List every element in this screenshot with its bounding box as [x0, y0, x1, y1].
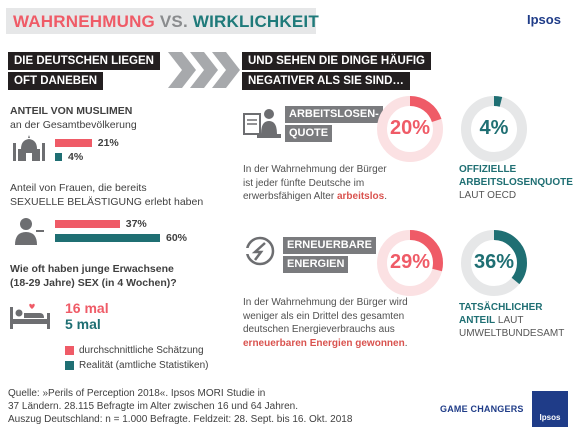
q3-label-line1: Wie oft haben junge Erwachsene [10, 263, 174, 275]
q2-label-line1: Anteil von Frauen, die bereits [10, 182, 147, 194]
q1-estimate-bar [55, 139, 92, 147]
topic2-label-line2: ENERGIEN [283, 256, 349, 273]
q1-label: ANTEIL VON MUSLIMEN an der Gesamtbevölke… [10, 105, 137, 132]
topic2-estimate-donut [377, 230, 443, 296]
title-part-vs: VS. [154, 12, 193, 31]
donut-arc-estimate [377, 230, 443, 296]
left-heading: DIE DEUTSCHEN LIEGEN OFT DANEBEN [8, 52, 160, 90]
topic1-actual-caption: OFFIZIELLE ARBEITSLOSENQUOTE LAUT OECD [459, 163, 573, 202]
q2-label: Anteil von Frauen, die bereits SEXUELLE … [10, 182, 203, 209]
renewable-energy-icon [243, 236, 275, 266]
topic2-description: In der Wahrnehmung der Bürger wird wenig… [243, 296, 443, 350]
topic2-desc-line1: In der Wahrnehmung der Bürger wird [243, 297, 408, 308]
topic1-caption-line1: OFFIZIELLE [459, 164, 517, 175]
topic2-label: ERNEUERBARE ENERGIEN [283, 235, 376, 273]
q2-label-line2: SEXUELLE BELÄSTIGUNG erlebt haben [10, 195, 204, 208]
topic1-desc-line3-text: erwerbsfähigen Alter [243, 191, 337, 202]
left-heading-line2: OFT DANEBEN [8, 72, 104, 90]
topic2-desc-line4: erneuerbaren Energien gewonnen. [243, 337, 443, 351]
topic2-desc-line3: deutschen Energieverbrauchs aus [243, 324, 395, 335]
topic1-actual-value: 4% [479, 117, 509, 139]
topic2-caption-line2-bold: ANTEIL [459, 315, 496, 326]
q2-estimate-value: 37% [125, 218, 147, 230]
q1-actual-bar [55, 153, 62, 161]
topic1-desc-line2: ist jeder fünfte Deutsche im [243, 177, 365, 189]
q3-actual-value: 5 mal [65, 316, 101, 332]
legend-swatch-estimate [65, 346, 74, 355]
legend: durchschnittliche Schätzung Realität (am… [65, 344, 209, 372]
topic2-estimate-value: 29% [389, 251, 431, 273]
topic2-actual-donut [461, 230, 527, 296]
bed-icon [10, 303, 50, 329]
q3-label: Wie oft haben junge Erwachsene (18-29 Ja… [10, 263, 177, 290]
topic2-desc-line4-end: . [404, 337, 408, 349]
topic1-estimate-donut [377, 96, 443, 162]
source-note: Quelle: »Perils of Perception 2018«. Ips… [8, 387, 352, 426]
topic2-caption-line1: TATSÄCHLICHER [459, 302, 543, 313]
source-line2: 37 Ländern. 28.115 Befragte im Alter zwi… [8, 401, 299, 412]
page-title: WAHRNEHMUNG VS. WIRKLICHKEIT [6, 8, 319, 34]
source-line1: Quelle: »Perils of Perception 2018«. Ips… [8, 388, 266, 399]
person-silhouette-icon [15, 218, 44, 245]
q1-label-line1: ANTEIL VON MUSLIMEN [10, 105, 133, 117]
right-heading-line2: NEGATIVER ALS SIE SIND… [242, 72, 410, 90]
donut-arc-actual [461, 230, 527, 296]
donut-arc-estimate [377, 96, 443, 162]
ipsos-square-logo: Ipsos [532, 391, 568, 427]
topic2-actual-value: 36% [473, 251, 515, 273]
topic1-label-line2: QUOTE [285, 125, 333, 142]
right-heading-line1: UND SEHEN DIE DINGE HÄUFIG [242, 52, 431, 70]
job-search-icon [243, 109, 281, 138]
q2-estimate-bar [55, 220, 120, 228]
q3-label-line2: (18-29 Jahre) SEX (in 4 Wochen)? [10, 276, 177, 289]
topic2-desc-highlight: erneuerbaren Energien gewonnen [243, 337, 405, 349]
topic1-estimate-value: 20% [389, 117, 431, 139]
chevron-arrows-icon [168, 52, 240, 88]
topic1-label-line1: ARBEITSLOSEN- [285, 106, 383, 123]
legend-label-actual: Realität (amtliche Statistiken) [79, 359, 209, 371]
ipsos-logo: Ipsos [527, 12, 561, 27]
q3-estimate-value: 16 mal [65, 300, 109, 316]
right-heading: UND SEHEN DIE DINGE HÄUFIG NEGATIVER ALS… [242, 52, 431, 90]
topic1-description: In der Wahrnehmung der Bürger ist jeder … [243, 163, 433, 204]
left-heading-line1: DIE DEUTSCHEN LIEGEN [8, 52, 160, 70]
topic1-label: ARBEITSLOSEN- QUOTE [285, 104, 383, 142]
source-line3: Auszug Deutschland: n = 1.000 Befragte. … [8, 414, 353, 425]
topic2-label-line1: ERNEUERBARE [283, 237, 376, 254]
topic1-desc-line3-end: . [384, 191, 387, 202]
topic2-caption-line2-rest: LAUT [495, 315, 524, 326]
q1-label-line2: an der Gesamtbevölkerung [10, 118, 137, 131]
game-changers-tagline: GAME CHANGERS [440, 404, 524, 414]
topic1-caption-line3: LAUT OECD [459, 190, 517, 201]
topic2-caption-line3: UMWELTBUNDESAMT [459, 328, 565, 339]
topic2-desc-line2: weniger als ein Drittel des gesamten [243, 310, 405, 322]
legend-item-estimate: durchschnittliche Schätzung [65, 344, 209, 357]
mosque-icon [13, 135, 45, 161]
topic1-actual-donut [461, 96, 527, 162]
q2-actual-value: 60% [166, 232, 188, 244]
legend-item-actual: Realität (amtliche Statistiken) [65, 359, 209, 372]
q2-actual-bar [55, 234, 160, 242]
topic2-actual-caption: TATSÄCHLICHER ANTEIL LAUT UMWELTBUNDESAM… [459, 301, 564, 340]
q1-actual-value: 4% [68, 151, 84, 163]
topic1-caption-line2: ARBEITSLOSENQUOTE [459, 177, 573, 188]
topic1-desc-line3: erwerbsfähigen Alter arbeitslos. [243, 190, 433, 204]
topic2-caption-line2: ANTEIL LAUT [459, 314, 564, 327]
topic1-desc-line1: In der Wahrnehmung der Bürger [243, 164, 387, 175]
donut-arc-actual [461, 96, 527, 162]
legend-label-estimate: durchschnittliche Schätzung [79, 344, 204, 356]
legend-swatch-actual [65, 361, 74, 370]
title-part-perception: WAHRNEHMUNG [13, 12, 155, 31]
topic1-desc-highlight: arbeitslos [336, 191, 385, 202]
title-part-reality: WIRKLICHKEIT [192, 12, 319, 31]
q1-estimate-value: 21% [97, 137, 119, 149]
